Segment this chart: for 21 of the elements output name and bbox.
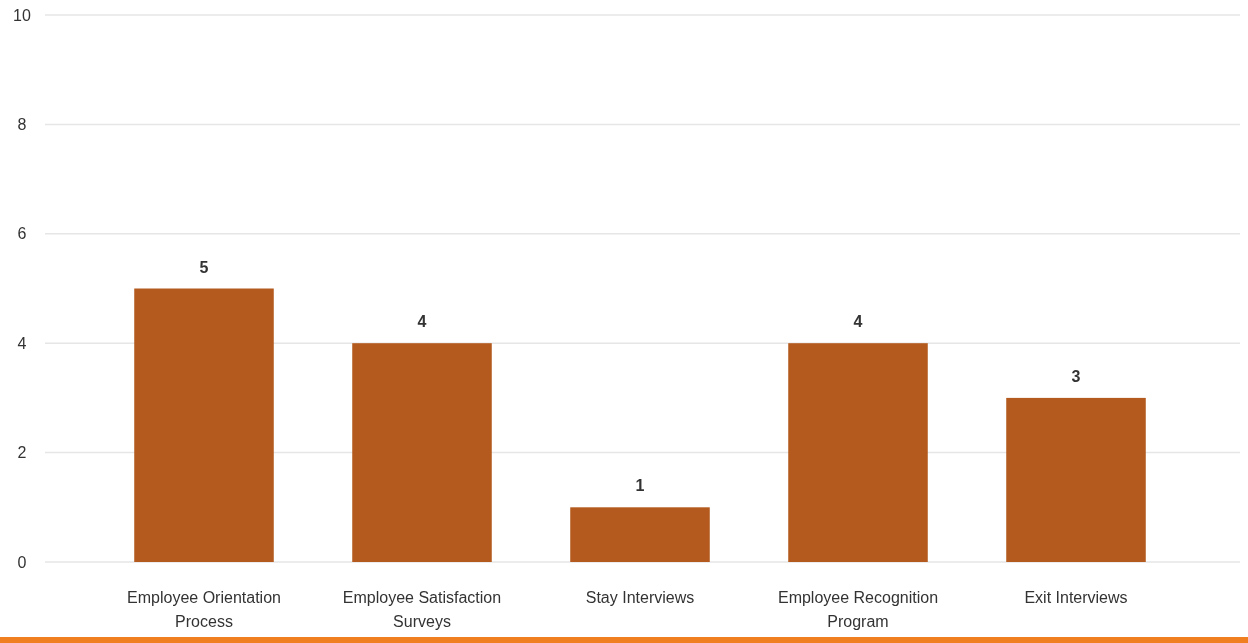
bar [788, 343, 928, 562]
data-label: 1 [635, 477, 645, 495]
data-label: 5 [199, 258, 209, 276]
x-tick-label: Employee Recognition Program [777, 589, 939, 630]
bar [1006, 397, 1146, 562]
y-tick-label: 0 [17, 553, 27, 571]
data-label: 4 [417, 313, 427, 331]
y-tick-label: 10 [13, 6, 31, 24]
data-label: 3 [1071, 367, 1081, 385]
y-tick-label: 4 [17, 334, 27, 352]
bar [134, 288, 274, 562]
x-tick-label: Exit Interviews [1024, 589, 1128, 606]
y-tick-label: 6 [17, 225, 27, 243]
y-tick-label: 8 [17, 116, 27, 133]
y-tick-label: 2 [17, 444, 27, 462]
bar [352, 343, 492, 562]
data-label: 4 [853, 313, 863, 331]
bar [570, 507, 710, 562]
x-tick-label: Stay Interviews [585, 589, 695, 606]
x-tick-label: Employee Orientation Process [127, 589, 281, 630]
x-tick-label: Employee Satisfaction Surveys [342, 589, 502, 630]
